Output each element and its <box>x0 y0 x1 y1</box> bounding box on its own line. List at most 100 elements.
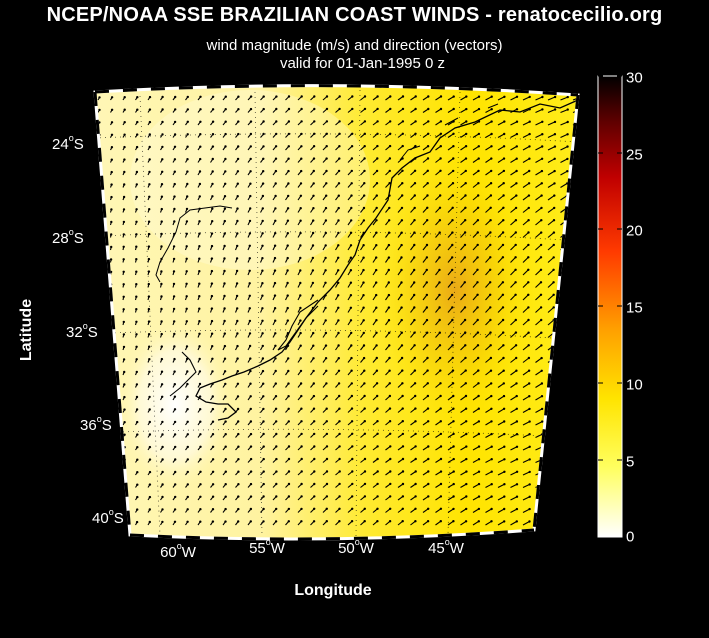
wind-vector-head <box>577 256 578 259</box>
wind-vector-head <box>426 356 429 360</box>
wind-vector <box>522 357 530 363</box>
wind-vector-head <box>110 446 114 449</box>
wind-vector-head <box>110 220 113 224</box>
wind-vector <box>97 234 100 238</box>
wind-vector <box>510 496 518 501</box>
wind-vector-head <box>261 232 264 235</box>
wind-vector-head <box>337 244 340 247</box>
wind-vector-head <box>401 194 404 197</box>
wind-vector-head <box>566 495 569 499</box>
wind-vector-head <box>579 433 581 435</box>
wind-vector-head <box>223 344 227 348</box>
wind-vector-head <box>438 268 441 272</box>
wind-vector-head <box>312 394 316 398</box>
wind-vector-head <box>439 182 442 185</box>
wind-vector-head <box>439 507 443 510</box>
wind-vector-head <box>275 132 278 136</box>
wind-vector <box>572 207 578 213</box>
wind-vector-head <box>199 408 202 411</box>
wind-vector-head <box>553 382 556 385</box>
wind-vector <box>522 121 530 126</box>
wind-vector-head <box>313 470 316 473</box>
wind-vector-head <box>136 133 139 136</box>
wind-vector-head <box>350 219 353 222</box>
wind-vector-head <box>223 232 226 235</box>
wind-vector-head <box>527 281 530 284</box>
wind-vector-head <box>275 482 278 486</box>
wind-vector <box>110 396 113 401</box>
wind-vector-head <box>160 195 164 198</box>
wind-vector <box>110 472 113 476</box>
wind-vector <box>560 357 568 363</box>
wind-vector-head <box>300 145 303 148</box>
wind-vector <box>110 434 113 438</box>
wind-vector <box>572 195 578 201</box>
wind-vector-head <box>198 332 201 335</box>
wind-vector <box>510 207 517 213</box>
wind-vector-head <box>565 293 568 297</box>
wind-vector-head <box>502 344 505 347</box>
wind-vector-head <box>174 483 177 486</box>
wind-vector-head <box>503 470 506 473</box>
wind-vector-head <box>351 432 354 435</box>
wind-vector <box>522 108 530 113</box>
wind-vector <box>572 521 578 526</box>
wind-vector-head <box>262 132 265 136</box>
wind-vector-head <box>476 318 479 322</box>
wind-vector <box>547 408 556 413</box>
wind-vector-head <box>553 194 556 197</box>
wind-vector-head <box>553 108 557 111</box>
wind-vector <box>109 346 112 351</box>
wind-vector-head <box>249 432 253 436</box>
wind-vector-head <box>540 219 543 222</box>
wind-vector-head <box>439 495 443 498</box>
wind-vector <box>560 96 568 101</box>
wind-vector-head <box>97 308 100 311</box>
wind-vector <box>510 158 517 163</box>
wind-vector-head <box>224 470 227 473</box>
wind-vector-head <box>426 145 430 148</box>
wind-vector-head <box>388 219 391 222</box>
wind-vector-head <box>211 495 215 498</box>
wind-vector-head <box>173 170 176 173</box>
wind-vector-head <box>490 495 493 498</box>
wind-vector-head <box>553 145 557 148</box>
wind-vector-head <box>249 357 252 360</box>
wind-vector-head <box>110 108 114 112</box>
wind-vector-head <box>236 332 239 335</box>
wind-vector-head <box>489 256 492 259</box>
wind-vector-head <box>136 446 139 449</box>
wind-vector-head <box>579 109 581 111</box>
wind-vector-head <box>147 333 151 336</box>
wind-vector-head <box>389 445 392 448</box>
wind-vector-head <box>490 483 493 486</box>
wind-vector-head <box>401 369 404 372</box>
wind-vector <box>522 133 530 138</box>
wind-vector <box>497 483 505 488</box>
wind-vector-head <box>527 318 530 322</box>
wind-vector-head <box>414 120 417 123</box>
wind-vector <box>510 382 517 388</box>
wind-vector-head <box>375 268 378 272</box>
wind-vector-head <box>477 495 481 498</box>
wind-vector-head <box>236 370 239 373</box>
wind-vector-head <box>147 282 150 286</box>
wind-vector-head <box>515 169 518 173</box>
wind-vector-head <box>579 459 581 461</box>
wind-vector-head <box>135 283 138 286</box>
wind-vector-head <box>400 356 404 360</box>
wind-vector-head <box>350 369 353 372</box>
wind-vector-head <box>249 495 253 498</box>
wind-vector-head <box>248 319 252 323</box>
wind-vector <box>560 133 568 139</box>
wind-vector-head <box>427 470 430 473</box>
wind-vector-head <box>438 318 441 322</box>
wind-vector-head <box>122 345 126 349</box>
wind-vector <box>522 281 529 288</box>
wind-vector-head <box>540 407 544 411</box>
wind-vector <box>572 183 578 188</box>
wind-vector-head <box>503 132 506 136</box>
wind-vector <box>522 219 529 226</box>
wind-vector-head <box>338 407 341 410</box>
wind-vector-head <box>174 458 177 461</box>
